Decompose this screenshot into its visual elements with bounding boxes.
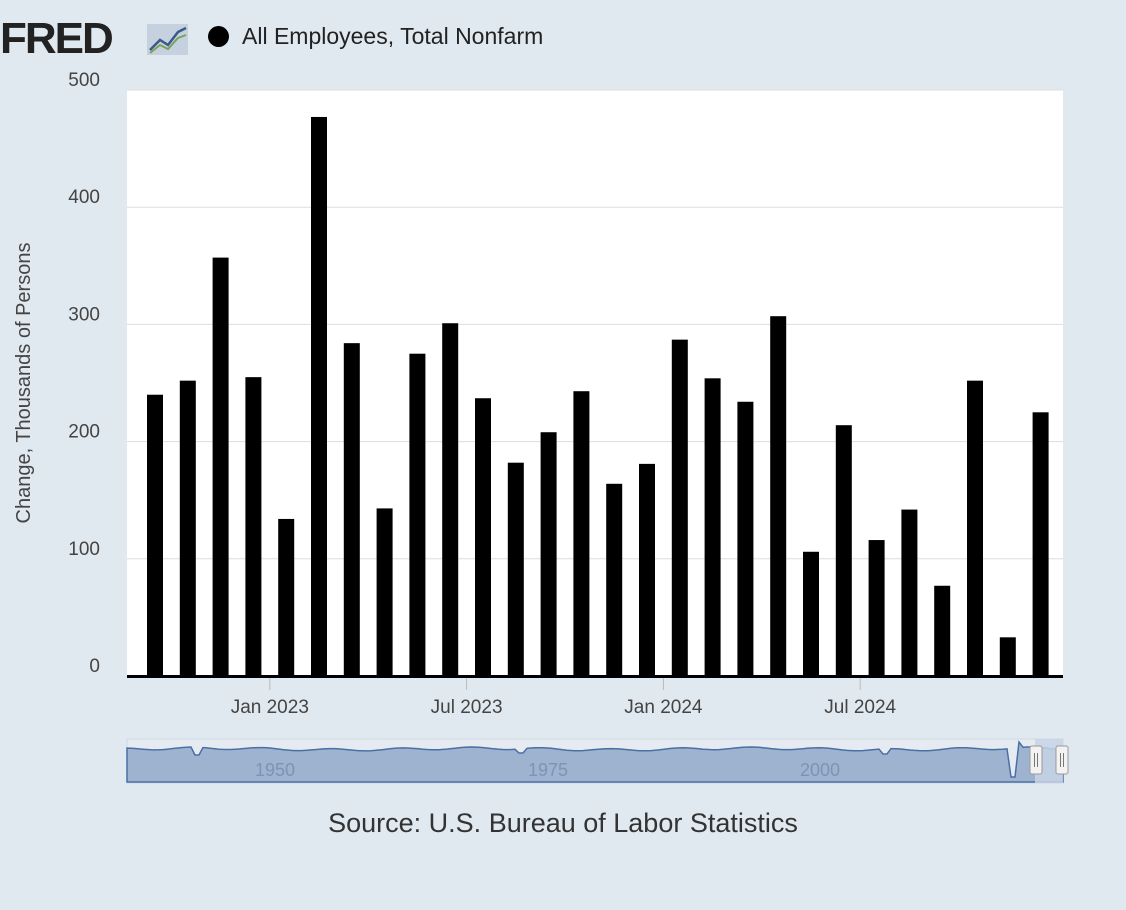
legend-dot-icon[interactable] [208, 26, 229, 47]
source-note: Source: U.S. Bureau of Labor Statistics [328, 808, 798, 838]
bar[interactable] [1032, 412, 1049, 676]
y-axis-ticks: 0 100 200 300 400 500 [68, 70, 100, 677]
navigator-year-label: 1975 [528, 760, 568, 780]
navigator-series-area [126, 740, 1064, 783]
bar[interactable] [737, 401, 754, 676]
x-tick-label: Jan 2023 [231, 697, 309, 718]
bar[interactable] [704, 378, 721, 676]
bar[interactable] [803, 551, 819, 676]
bar-series [147, 116, 1049, 677]
x-tick-label: Jul 2023 [431, 697, 503, 718]
y-tick-label: 300 [68, 304, 100, 325]
navigator-year-label: 2000 [800, 760, 840, 780]
y-tick-label: 500 [68, 70, 100, 91]
fred-logo-chart-icon [147, 24, 188, 55]
y-tick-label: 100 [68, 539, 100, 560]
bar[interactable] [868, 540, 885, 676]
fred-logo-text: FRED [0, 14, 112, 60]
fred-logo[interactable]: FRED [0, 14, 200, 60]
bar[interactable] [343, 343, 360, 676]
navigator-labels: 1950 1975 2000 [255, 760, 840, 780]
bar[interactable] [179, 380, 196, 676]
bar[interactable] [376, 508, 393, 676]
plot-area [127, 90, 1063, 676]
bar[interactable] [770, 316, 787, 676]
y-tick-label: 400 [68, 187, 100, 208]
bar[interactable] [967, 380, 983, 676]
bar[interactable] [311, 116, 327, 677]
chart-header: FRED All Employees, Total Nonfarm [0, 14, 700, 60]
bar[interactable] [507, 462, 524, 676]
bar[interactable] [835, 425, 852, 676]
bar[interactable] [999, 637, 1016, 676]
bar[interactable] [442, 323, 459, 676]
navigator-right-handle[interactable] [1055, 745, 1069, 775]
bar-chart: Change, Thousands of Persons 0 100 200 300 4… [13, 70, 1069, 784]
bar[interactable] [639, 463, 655, 676]
y-tick-label: 200 [68, 422, 100, 443]
x-axis-ticks: Jan 2023 Jul 2023 Jan 2024 Jul 2024 [231, 678, 897, 718]
x-tick-label: Jul 2024 [824, 697, 896, 718]
bar[interactable] [901, 509, 918, 676]
bar[interactable] [671, 339, 688, 676]
bar[interactable] [409, 353, 426, 676]
navigator-left-handle[interactable] [1029, 745, 1043, 775]
bar[interactable] [540, 432, 557, 676]
bar[interactable] [573, 391, 590, 676]
bar[interactable] [212, 257, 229, 676]
y-tick-label: 0 [89, 656, 100, 677]
y-axis-title: Change, Thousands of Persons [13, 243, 35, 524]
bar[interactable] [278, 518, 295, 676]
legend-series-label[interactable]: All Employees, Total Nonfarm [242, 23, 544, 49]
bar[interactable] [245, 377, 262, 676]
navigator-year-label: 1950 [255, 760, 295, 780]
x-tick-label: Jan 2024 [624, 697, 703, 718]
bar[interactable] [475, 398, 491, 676]
bar[interactable] [147, 394, 163, 676]
bar[interactable] [606, 483, 623, 676]
bar[interactable] [934, 585, 951, 676]
navigator[interactable]: 1950 1975 2000 [126, 738, 1069, 784]
